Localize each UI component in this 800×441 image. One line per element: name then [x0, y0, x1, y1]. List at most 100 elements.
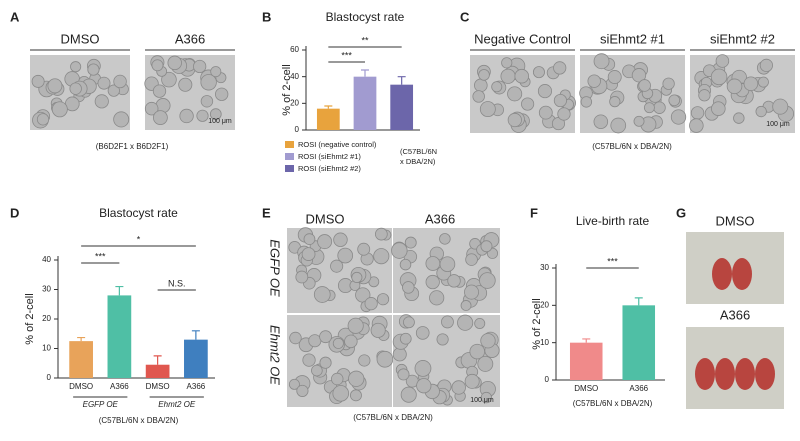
label: DMSO — [61, 31, 100, 46]
embryo — [289, 331, 302, 345]
embryo — [376, 293, 390, 306]
y-tick-label: 0 — [47, 373, 52, 382]
embryo — [87, 63, 100, 76]
label: siEhmt2 #2 — [710, 31, 775, 46]
panel-letter: E — [262, 205, 271, 220]
embryo — [507, 112, 522, 128]
significance: *** — [95, 251, 106, 261]
embryo — [653, 101, 666, 114]
embryo — [400, 386, 417, 403]
embryo — [429, 290, 445, 306]
embryo — [451, 380, 466, 395]
legend-swatch — [285, 165, 294, 172]
embryo — [94, 94, 109, 109]
embryo — [31, 74, 45, 88]
embryo — [344, 334, 358, 349]
embryo — [152, 110, 168, 126]
embryo — [553, 61, 567, 75]
error-bar — [191, 330, 200, 340]
embryo — [370, 322, 386, 338]
significance: * — [137, 234, 141, 244]
y-tick-label: 0 — [545, 375, 550, 384]
error-bar — [634, 297, 643, 306]
embryo — [317, 234, 333, 250]
legend-swatch — [285, 153, 294, 160]
embryo — [479, 101, 496, 118]
error-bar — [77, 336, 86, 342]
embryo — [607, 70, 622, 84]
embryo — [425, 256, 441, 271]
error-bar — [582, 338, 591, 343]
legend-label: ROSI (siEhmt2 #2) — [298, 164, 361, 173]
chart-title: Blastocyst rate — [99, 206, 178, 220]
embryo — [319, 330, 332, 344]
embryo — [477, 356, 494, 372]
embryo — [402, 281, 415, 294]
embryo — [332, 385, 350, 402]
embryo — [330, 259, 344, 273]
embryo — [711, 101, 726, 116]
embryo — [436, 333, 449, 346]
embryo — [209, 108, 222, 120]
x-tick-label: DMSO — [574, 384, 598, 393]
embryo — [743, 76, 759, 92]
bar — [353, 76, 377, 130]
label: (B6D2F1 x B6D2F1) — [96, 142, 169, 151]
bar — [569, 342, 603, 380]
embryo — [474, 318, 486, 329]
micrograph — [470, 55, 576, 133]
embryo — [415, 326, 430, 340]
bar — [107, 295, 132, 378]
embryo — [698, 89, 711, 102]
chart-title: Blastocyst rate — [326, 10, 405, 24]
embryo — [521, 97, 535, 111]
embryo — [690, 106, 705, 120]
pup — [735, 358, 755, 390]
panel-letter: C — [460, 9, 470, 24]
pup — [712, 258, 732, 290]
embryo — [144, 101, 159, 116]
chart-title: Live-birth rate — [576, 214, 650, 228]
label: 100 μm — [208, 118, 232, 125]
embryo — [178, 77, 193, 92]
panel-letter: D — [10, 205, 19, 220]
y-tick-label: 10 — [540, 338, 549, 347]
embryo — [689, 118, 704, 133]
embryo — [358, 354, 371, 367]
embryo — [710, 68, 728, 86]
embryo — [351, 271, 363, 283]
embryo — [772, 98, 789, 115]
embryo — [302, 353, 316, 367]
embryo — [167, 55, 182, 71]
label: DMSO — [716, 213, 755, 228]
embryo — [404, 236, 417, 249]
embryo — [478, 69, 490, 81]
embryo — [331, 372, 344, 386]
embryo — [479, 272, 496, 289]
embryo — [439, 256, 456, 272]
embryo — [580, 96, 593, 108]
embryo — [465, 253, 478, 266]
micrograph — [392, 314, 500, 407]
embryo — [474, 78, 488, 93]
embryo — [337, 247, 354, 264]
panel-letter: B — [262, 9, 271, 24]
y-tick-label: 10 — [42, 344, 51, 353]
embryo — [425, 274, 440, 290]
label: siEhmt2 #1 — [600, 31, 665, 46]
panel-letter: A — [10, 9, 20, 24]
embryo — [301, 247, 316, 261]
bar — [184, 339, 208, 378]
y-tick-label: 30 — [42, 285, 51, 294]
embryo — [210, 66, 222, 78]
embryo — [553, 93, 568, 108]
bar — [145, 364, 170, 378]
label: EGFP OE — [268, 239, 283, 297]
embryo — [514, 68, 530, 84]
label: (C57BL/6N x DBA/2N) — [353, 413, 433, 422]
embryo — [36, 113, 50, 126]
embryo — [47, 78, 63, 94]
embryo — [397, 368, 410, 381]
embryo — [313, 286, 331, 303]
